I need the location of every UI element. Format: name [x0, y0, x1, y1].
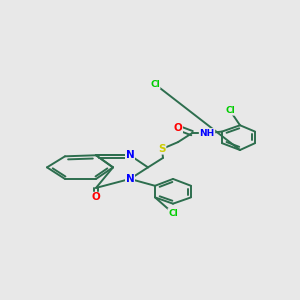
Text: O: O: [174, 123, 182, 133]
Text: O: O: [92, 192, 100, 203]
Text: Cl: Cl: [150, 80, 160, 89]
Text: N: N: [126, 174, 134, 184]
Text: S: S: [158, 144, 166, 154]
Text: NH: NH: [200, 129, 214, 138]
Text: Cl: Cl: [225, 106, 235, 115]
Text: Cl: Cl: [168, 209, 178, 218]
Text: N: N: [126, 150, 134, 160]
